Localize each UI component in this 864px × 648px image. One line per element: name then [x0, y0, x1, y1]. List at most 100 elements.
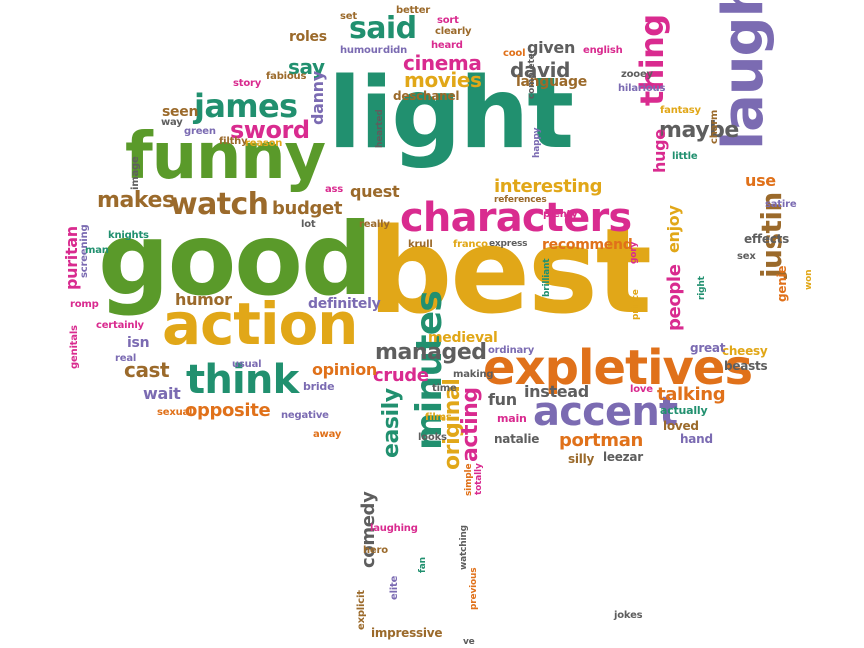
cloud-word-sort: sort: [437, 15, 459, 26]
cloud-word-satire: satire: [765, 199, 797, 210]
cloud-word-isn: isn: [127, 335, 150, 351]
cloud-word-main: main: [497, 412, 527, 425]
cloud-word-laughing: laughing: [370, 523, 418, 534]
cloud-word-cinema: cinema: [403, 51, 482, 75]
cloud-word-use: use: [745, 171, 776, 190]
cloud-word-movies: movies: [404, 68, 482, 92]
cloud-word-english: english: [583, 45, 623, 56]
cloud-word-simple: simple: [464, 463, 474, 496]
cloud-word-sexual: sexual: [157, 407, 193, 418]
cloud-word-usual: usual: [232, 359, 262, 370]
cloud-word-people: people: [664, 264, 685, 331]
cloud-word-seen: seen: [162, 104, 199, 120]
cloud-word-beasts: beasts: [724, 359, 768, 373]
cloud-word-quest: quest: [350, 182, 400, 201]
cloud-word-acting: acting: [458, 387, 483, 462]
cloud-word-roles: roles: [289, 29, 327, 45]
cloud-word-expletives: expletives: [483, 340, 753, 396]
cloud-word-wait: wait: [143, 384, 181, 403]
cloud-word-hilarious: hilarious: [618, 83, 666, 94]
cloud-word-ass: ass: [325, 184, 344, 195]
cloud-word-prince: prince: [631, 289, 641, 320]
cloud-word-brilliant: brilliant: [542, 258, 552, 297]
cloud-word-accent: accent: [533, 389, 678, 435]
cloud-word-light: light: [328, 57, 574, 171]
cloud-word-express: express: [489, 239, 528, 249]
cloud-word-love: love: [630, 384, 653, 395]
cloud-word-effects: effects: [744, 232, 790, 246]
cloud-word-way: way: [161, 117, 183, 128]
cloud-word-lot: lot: [301, 219, 316, 230]
cloud-word-reason: reason: [245, 138, 283, 149]
cloud-word-think: think: [186, 357, 299, 403]
cloud-word-maybe: maybe: [659, 118, 739, 143]
cloud-word-great: great: [690, 341, 726, 355]
cloud-word-time: time: [432, 383, 457, 394]
cloud-word-fun: fun: [488, 390, 517, 409]
cloud-word-previous: previous: [469, 567, 479, 610]
cloud-word-negative: negative: [281, 410, 329, 421]
cloud-word-crude: crude: [373, 365, 429, 386]
cloud-word-clearly: clearly: [435, 26, 472, 37]
cloud-word-humor: humor: [175, 290, 232, 309]
cloud-word-puritan: puritan: [62, 226, 81, 290]
cloud-word-better: better: [396, 5, 431, 16]
cloud-word-medieval: medieval: [428, 330, 498, 346]
cloud-word-krull: krull: [408, 239, 433, 250]
cloud-word-certainly: certainly: [96, 320, 144, 331]
cloud-word-say: say: [288, 55, 325, 79]
cloud-word-green: green: [184, 126, 216, 137]
cloud-word-good: good: [98, 201, 373, 318]
cloud-word-genitals: genitals: [69, 325, 80, 369]
cloud-word-said: said: [349, 11, 417, 46]
cloud-word-enjoy: enjoy: [664, 205, 683, 253]
cloud-word-managed: managed: [375, 340, 487, 365]
cloud-word-happy: happy: [532, 127, 542, 158]
cloud-word-hero: hero: [363, 545, 388, 556]
cloud-word-story: story: [233, 78, 262, 89]
cloud-word-cheesy: cheesy: [722, 344, 768, 358]
cloud-word-watch: watch: [170, 187, 269, 222]
cloud-word-filthy: filthy: [219, 136, 248, 147]
cloud-word-heard: heard: [431, 40, 463, 51]
cloud-word-hearted: hearted: [375, 109, 385, 148]
cloud-word-bride: bride: [303, 380, 335, 393]
cloud-word-impressive: impressive: [371, 626, 443, 640]
cloud-word-really: really: [359, 219, 390, 230]
cloud-word-knights: knights: [108, 230, 149, 241]
cloud-word-cast: cast: [124, 358, 170, 382]
cloud-word-loved: loved: [663, 419, 699, 433]
cloud-word-image: image: [130, 156, 141, 190]
cloud-word-references: references: [494, 195, 547, 205]
cloud-word-fan: fan: [418, 557, 428, 573]
cloud-word-danny: danny: [308, 71, 327, 125]
cloud-word-sword: sword: [230, 116, 310, 144]
cloud-word-language: language: [516, 74, 587, 90]
cloud-word-interesting: interesting: [494, 176, 603, 197]
cloud-word-zooey: zooey: [621, 69, 653, 80]
cloud-word-won: won: [804, 269, 814, 290]
cloud-word-man: man: [85, 245, 109, 256]
cloud-word-deschanel: deschanel: [393, 89, 460, 103]
cloud-word-making: making: [453, 369, 494, 380]
cloud-word-set: set: [340, 11, 357, 22]
cloud-word-totally: totally: [474, 463, 484, 495]
cloud-word-elite: elite: [389, 575, 400, 600]
cloud-word-recommend: recommend: [542, 237, 633, 253]
cloud-word-sex: sex: [737, 251, 756, 262]
cloud-word-talking: talking: [657, 384, 726, 405]
cloud-word-actually: actually: [660, 404, 708, 417]
cloud-word-gory: gory: [629, 241, 639, 264]
cloud-word-jokes: jokes: [614, 610, 643, 621]
cloud-word-silly: silly: [568, 452, 595, 466]
cloud-word-david: david: [510, 58, 571, 82]
cloud-word-cool: cool: [503, 48, 526, 59]
cloud-word-romp: romp: [70, 299, 99, 310]
cloud-word-instead: instead: [524, 382, 589, 401]
cloud-word-plenty: plenty: [543, 209, 578, 220]
cloud-word-films: films: [425, 412, 452, 423]
cloud-word-huge: huge: [650, 129, 669, 173]
cloud-word-didn: didn: [383, 45, 408, 56]
cloud-word-looks: looks: [418, 432, 447, 443]
